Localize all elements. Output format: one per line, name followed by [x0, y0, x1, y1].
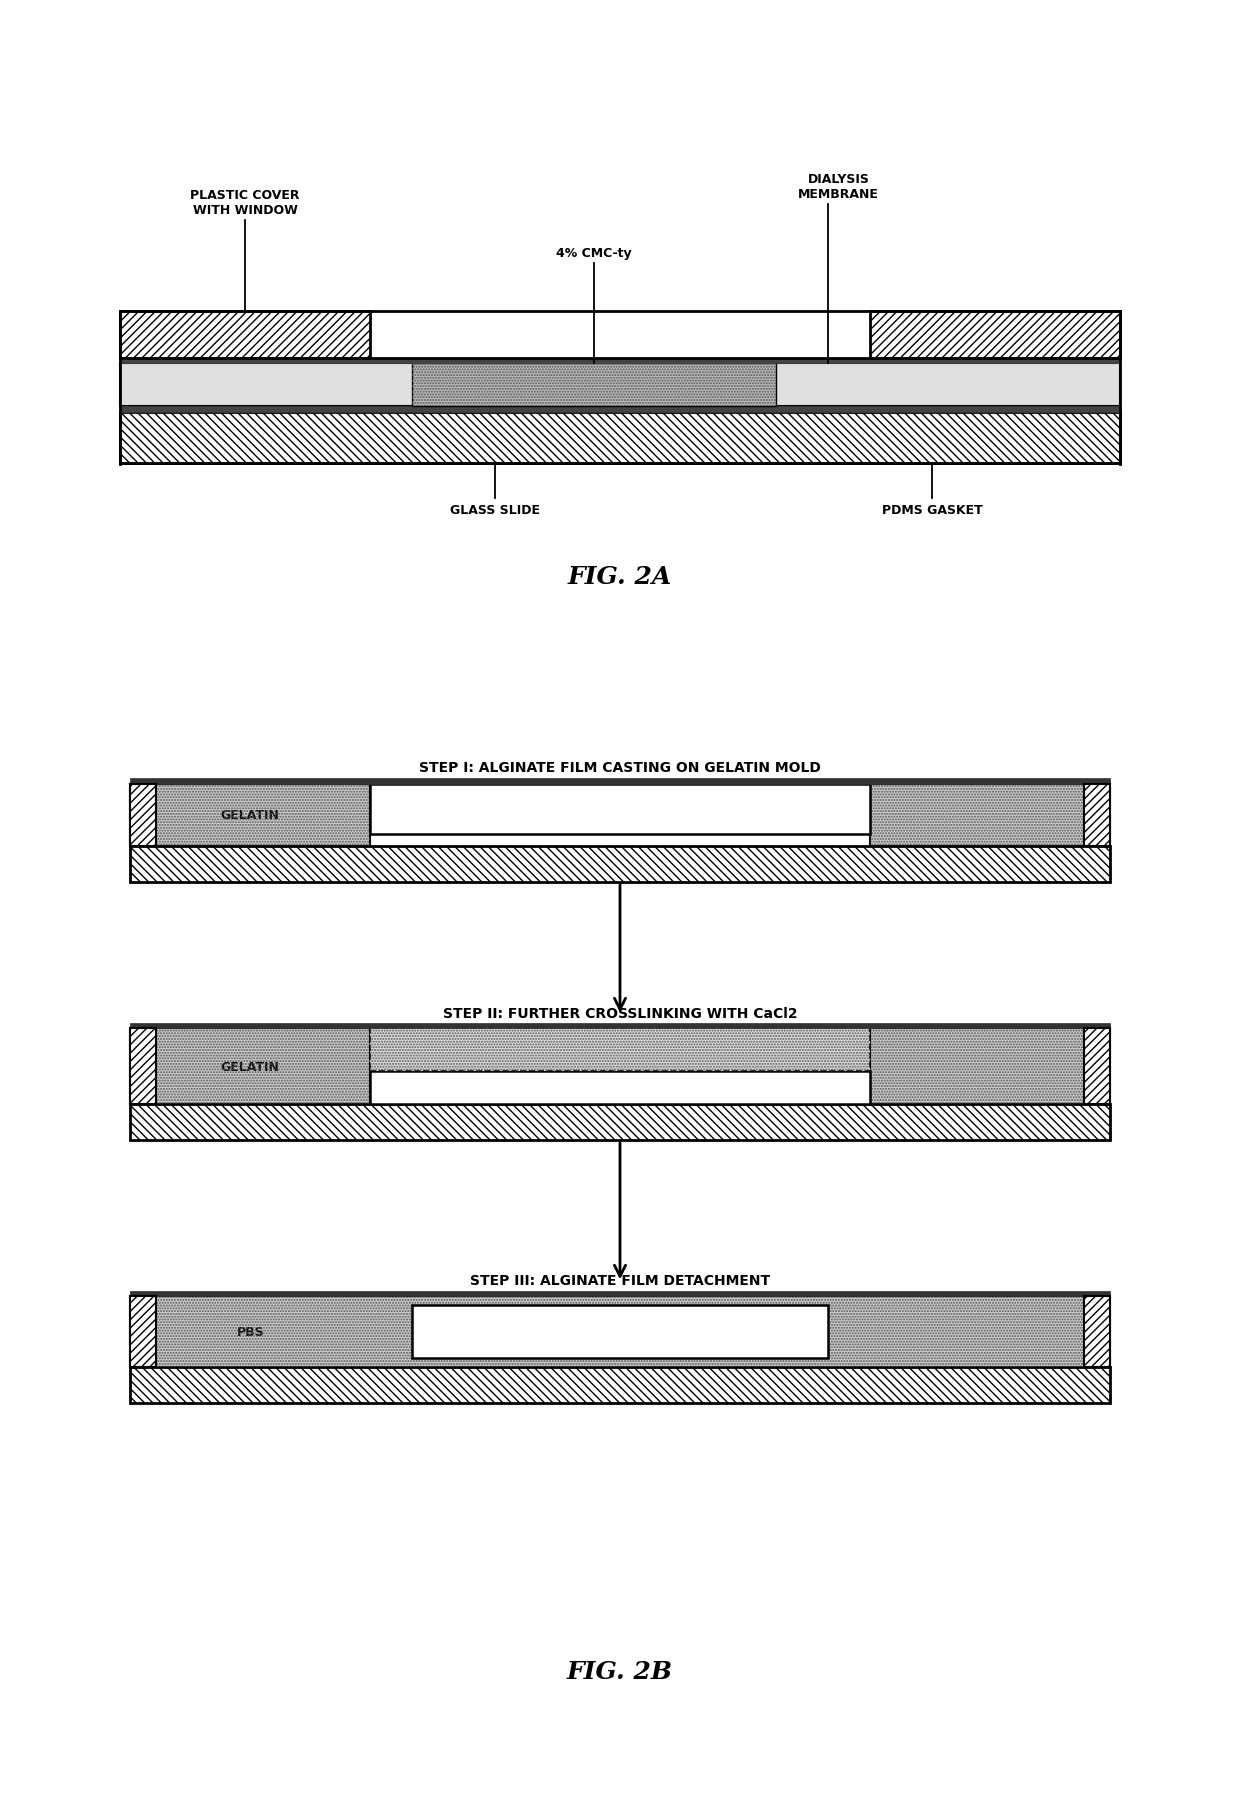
Bar: [1084, 1296, 1110, 1366]
Bar: [412, 365, 776, 406]
Text: STEP III: ALGINATE FILM DETACHMENT: STEP III: ALGINATE FILM DETACHMENT: [470, 1273, 770, 1287]
Bar: [870, 1029, 1110, 1105]
Bar: [120, 365, 1120, 406]
Text: PDMS GASKET: PDMS GASKET: [882, 504, 983, 516]
Bar: [130, 1029, 370, 1105]
Bar: [412, 365, 776, 406]
Bar: [130, 1296, 156, 1366]
Bar: [370, 1072, 870, 1105]
Text: FIG. 2A: FIG. 2A: [568, 565, 672, 588]
Bar: [412, 1305, 828, 1359]
Bar: [870, 783, 1110, 847]
Text: ALGINATE FILM: ALGINATE FILM: [567, 1081, 673, 1094]
Bar: [130, 783, 156, 847]
Bar: [130, 1296, 1110, 1366]
Bar: [870, 783, 1110, 847]
Bar: [120, 312, 370, 359]
Bar: [130, 1029, 370, 1105]
Text: ALGINATE FILM: ALGINATE FILM: [567, 1325, 673, 1338]
Text: ALGINATE FILM: ALGINATE FILM: [567, 803, 673, 816]
Bar: [130, 1296, 1110, 1366]
Bar: [870, 312, 1120, 359]
Bar: [130, 847, 1110, 883]
Bar: [370, 1029, 870, 1072]
Bar: [1084, 1029, 1110, 1105]
Text: PBS: PBS: [237, 1325, 264, 1338]
Bar: [120, 413, 1120, 464]
Text: STEP II: FURTHER CROSSLINKING WITH CaCl2: STEP II: FURTHER CROSSLINKING WITH CaCl2: [443, 1005, 797, 1020]
Text: PLASTIC COVER
WITH WINDOW: PLASTIC COVER WITH WINDOW: [190, 190, 300, 217]
Bar: [120, 406, 1120, 413]
Bar: [130, 1366, 1110, 1402]
Bar: [120, 359, 1120, 365]
Bar: [1084, 783, 1110, 847]
Bar: [130, 783, 370, 847]
Bar: [130, 1291, 1110, 1296]
Text: CaCl2, HRP/H2O2: CaCl2, HRP/H2O2: [563, 1043, 677, 1056]
Text: GELATIN: GELATIN: [221, 1060, 280, 1072]
Text: STEP I: ALGINATE FILM CASTING ON GELATIN MOLD: STEP I: ALGINATE FILM CASTING ON GELATIN…: [419, 760, 821, 774]
Bar: [130, 1023, 1110, 1029]
Bar: [130, 783, 370, 847]
Bar: [370, 783, 870, 836]
Bar: [130, 1105, 1110, 1141]
Text: DIALYSIS
MEMBRANE: DIALYSIS MEMBRANE: [799, 173, 879, 200]
Text: FIG. 2B: FIG. 2B: [567, 1659, 673, 1682]
Text: 4% CMC-ty: 4% CMC-ty: [557, 247, 631, 260]
Bar: [130, 780, 1110, 783]
Bar: [130, 1029, 156, 1105]
Bar: [370, 1029, 870, 1072]
Bar: [870, 1029, 1110, 1105]
Text: GLASS SLIDE: GLASS SLIDE: [450, 504, 539, 516]
Text: GELATIN: GELATIN: [221, 809, 280, 821]
